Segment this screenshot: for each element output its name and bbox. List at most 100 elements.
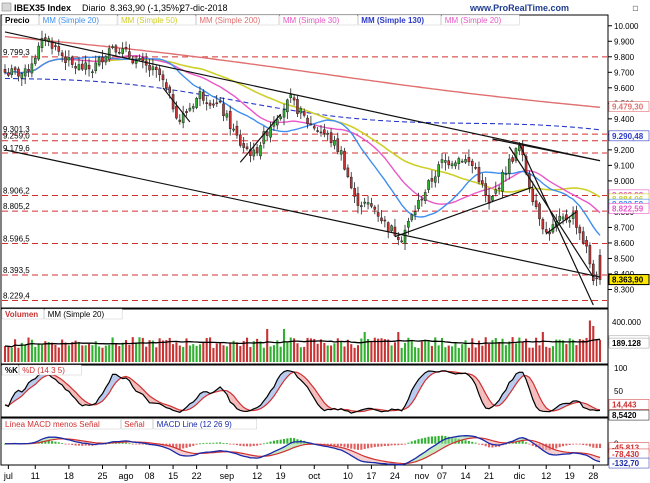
volume-bar xyxy=(57,347,60,362)
volume-bar xyxy=(61,339,64,362)
legend-box xyxy=(196,14,280,26)
macd-histogram-bar xyxy=(239,443,242,446)
macd-histogram-bar xyxy=(360,443,363,450)
candle-body xyxy=(242,143,245,148)
candle-body xyxy=(30,63,34,74)
macd-histogram-bar xyxy=(387,443,390,447)
volume-bar xyxy=(454,342,457,362)
legend-box xyxy=(153,418,257,430)
volume-bar xyxy=(148,340,151,362)
macd-histogram-bar xyxy=(333,443,336,446)
volume-bar xyxy=(276,340,279,362)
price-tag-label: 9.479,30 xyxy=(612,103,644,112)
window-icon[interactable]: ▫ xyxy=(632,3,639,14)
candle-body xyxy=(538,203,541,220)
volume-bar xyxy=(481,345,484,362)
candle-body xyxy=(40,37,44,48)
volume-bar xyxy=(498,342,501,362)
volume-bar xyxy=(259,341,262,362)
macd-histogram-bar xyxy=(222,443,225,444)
macd-histogram-bar xyxy=(44,440,47,444)
candle-body xyxy=(534,200,538,208)
volume-bar xyxy=(286,342,289,362)
macd-fill xyxy=(448,437,453,445)
candle-body xyxy=(97,57,101,66)
macd-histogram-bar xyxy=(272,440,275,444)
candle-body xyxy=(91,71,94,74)
macd-histogram-bar xyxy=(555,443,558,449)
volume-bar xyxy=(558,339,561,362)
macd-histogram-bar xyxy=(403,443,407,445)
volume-bar xyxy=(330,345,333,362)
candle-body xyxy=(491,195,494,201)
volume-bar xyxy=(343,346,346,362)
stoch-fill xyxy=(509,379,513,395)
candle-body xyxy=(235,125,239,136)
stoch-tag xyxy=(608,399,650,410)
candle-body xyxy=(20,73,24,79)
macd-histogram-bar xyxy=(245,443,249,447)
macd-histogram-bar xyxy=(346,443,349,448)
volume-bar xyxy=(451,346,454,362)
legend-box xyxy=(1,308,44,320)
legend-box xyxy=(441,14,520,26)
macd-histogram-bar xyxy=(330,443,333,446)
macd-histogram-bar xyxy=(575,443,578,445)
stoch-d-line xyxy=(4,370,601,413)
stoch-panel-frame xyxy=(0,364,609,418)
macd-histogram-bar xyxy=(336,443,339,447)
candle-body xyxy=(437,164,440,177)
volume-bar xyxy=(417,347,420,362)
volume-bar xyxy=(521,341,524,362)
stoch-fill xyxy=(539,396,543,412)
volume-bar xyxy=(131,337,134,362)
x-tick-label: 18 xyxy=(64,471,74,481)
macd-histogram-bar xyxy=(276,440,279,444)
stoch-fill xyxy=(35,375,39,385)
stoch-fill xyxy=(408,390,412,408)
volume-bar xyxy=(178,345,181,362)
macd-histogram-bar xyxy=(71,443,74,446)
macd-histogram-bar xyxy=(367,443,370,449)
volume-bar xyxy=(491,340,494,362)
volume-bar xyxy=(209,337,212,362)
candle-body xyxy=(316,130,319,132)
candle-body xyxy=(581,231,585,244)
candle-body xyxy=(373,206,377,210)
legend-entry: Línea MACD menos Señal xyxy=(5,420,100,429)
volume-bar xyxy=(27,337,30,362)
x-tick-label: 14 xyxy=(461,471,471,481)
macd-histogram-bar xyxy=(598,443,602,449)
stoch-fill xyxy=(112,374,116,388)
volume-bar xyxy=(319,339,323,362)
macd-tag-label: -78,430 xyxy=(612,450,640,459)
volume-bar xyxy=(245,337,249,362)
candle-body xyxy=(497,187,501,190)
volume-bar xyxy=(572,339,575,362)
stoch-fill xyxy=(515,372,520,385)
macd-fill xyxy=(549,447,553,455)
volume-bar xyxy=(447,345,450,362)
stoch-fill xyxy=(82,399,86,406)
volume-bar xyxy=(397,332,400,362)
volume-bar xyxy=(356,345,360,362)
candle-body xyxy=(598,255,602,280)
stoch-fill xyxy=(512,373,516,390)
macd-histogram-bar xyxy=(390,443,393,446)
candle-body xyxy=(548,231,551,235)
stoch-fill xyxy=(475,377,479,395)
volume-bar xyxy=(316,343,319,362)
volume-bar xyxy=(434,337,437,362)
volume-bar xyxy=(471,338,474,362)
candle-body xyxy=(360,205,363,208)
candle-body xyxy=(366,202,370,205)
candle-body xyxy=(114,45,118,53)
volume-bar xyxy=(262,347,265,362)
candle-body xyxy=(245,146,249,150)
volume-bar xyxy=(54,344,57,362)
candle-body xyxy=(67,57,71,61)
legend-box xyxy=(120,418,153,430)
candle-body xyxy=(444,160,447,163)
macd-histogram-bar xyxy=(286,438,289,444)
volume-bar xyxy=(380,338,383,362)
